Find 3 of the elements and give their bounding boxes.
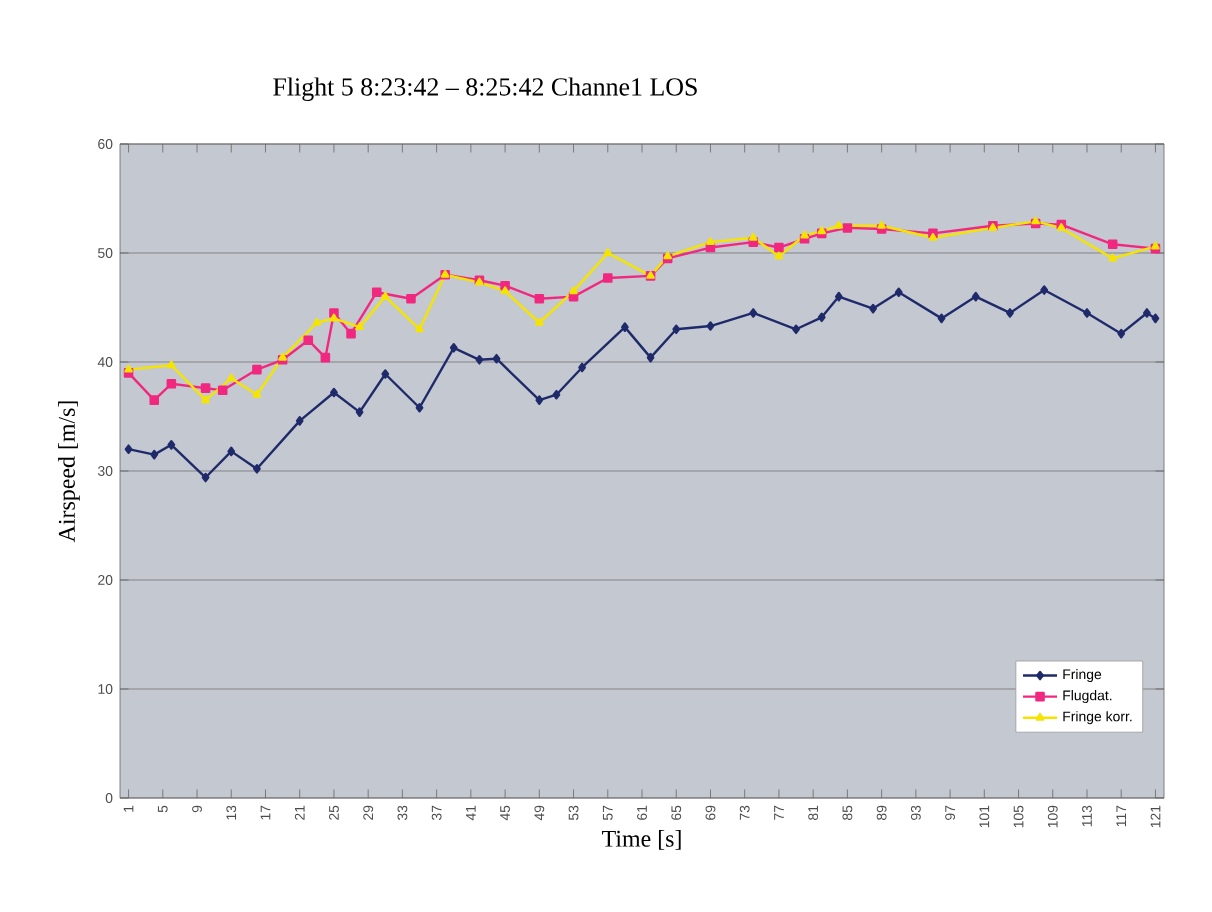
- x-axis-title: Time [s]: [602, 829, 681, 850]
- chart-title: Flight 5 8:23:42 – 8:25:42 Channe1 LOS: [273, 77, 697, 101]
- y-axis-title: Airspeed [m/s]: [58, 401, 80, 543]
